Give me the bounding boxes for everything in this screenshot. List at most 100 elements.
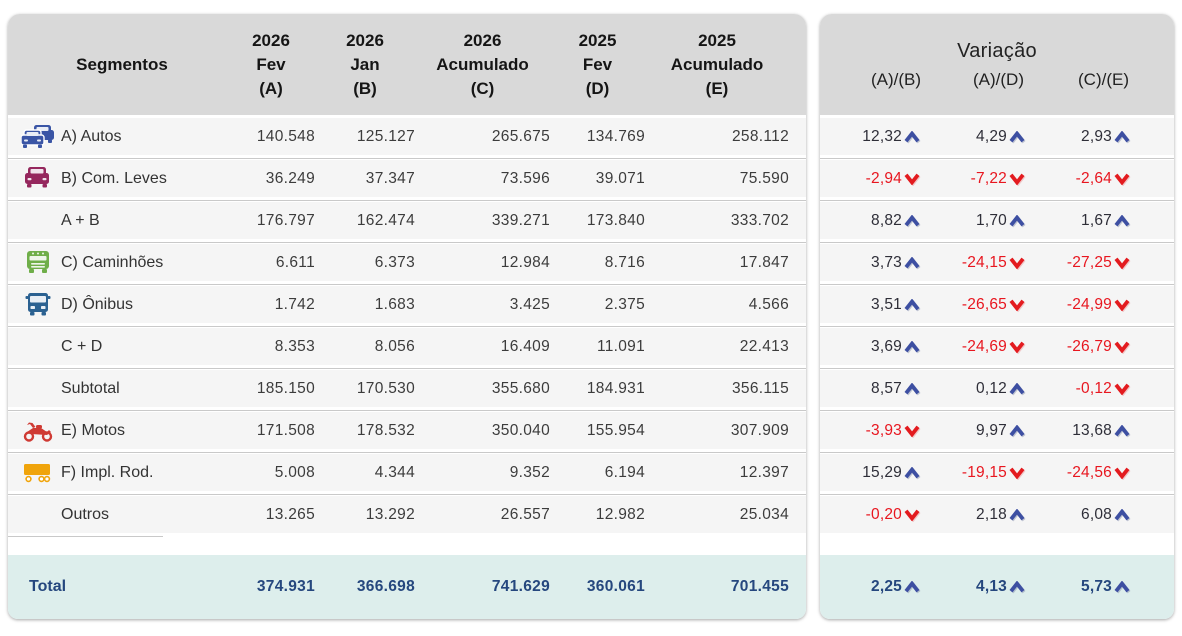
- variation-cell: -27,25: [1025, 254, 1130, 272]
- variation-cell: 4,29: [920, 128, 1025, 146]
- segments-column-header: Segmentos: [76, 54, 168, 74]
- value-2025-acumulado: 17.847: [739, 253, 789, 271]
- variation-table-body: 12,32 4,29 2,93 -2,94 -7,22 -2,64: [820, 115, 1174, 533]
- value-2026-fev: 1.742: [274, 295, 315, 313]
- segment-cell: Subtotal: [17, 380, 227, 398]
- table-row-caminhoes: C) Caminhões 6.611 6.373 12.984 8.716 17…: [8, 244, 806, 285]
- segments-table-header: Segmentos 2026 Fev (A) 2026 Jan (B) 2026…: [8, 14, 806, 115]
- variation-value: -2,94: [865, 169, 902, 187]
- table-row-autos: A) Autos 140.548 125.127 265.675 134.769…: [8, 118, 806, 159]
- variation-cell: -24,56: [1025, 464, 1130, 482]
- up-arrow-icon: [904, 298, 920, 310]
- variation-value: 4,29: [976, 127, 1007, 145]
- value-2026-jan: 170.530: [356, 379, 415, 397]
- table-row-c-plus-d: C + D 8.353 8.056 16.409 11.091 22.413: [8, 328, 806, 369]
- segment-label: A) Autos: [61, 127, 122, 145]
- up-arrow-icon: [904, 340, 920, 352]
- down-arrow-icon: [1114, 467, 1130, 479]
- variation-value: 15,29: [862, 463, 902, 481]
- down-arrow-icon: [1009, 341, 1025, 353]
- down-arrow-icon: [1114, 173, 1130, 185]
- value-2026-acumulado: 16.409: [500, 337, 550, 355]
- segment-label: F) Impl. Rod.: [61, 463, 154, 481]
- variation-value: -24,69: [961, 337, 1007, 355]
- value-2025-acumulado: 4.566: [748, 295, 789, 313]
- down-arrow-icon: [1114, 299, 1130, 311]
- value-2026-acumulado: 26.557: [500, 505, 550, 523]
- value-2026-acumulado: 73.596: [500, 169, 550, 187]
- up-arrow-icon: [904, 581, 920, 593]
- value-2026-jan: 4.344: [374, 463, 415, 481]
- variation-value: -2,64: [1075, 169, 1112, 187]
- variation-value: -26,65: [961, 295, 1007, 313]
- down-arrow-icon: [1009, 467, 1025, 479]
- variation-value: 6,08: [1081, 505, 1112, 523]
- down-arrow-icon: [904, 173, 920, 185]
- segment-cell: D) Ônibus: [17, 292, 227, 317]
- segment-label: D) Ônibus: [61, 295, 134, 313]
- variation-column-headers: (A)/(B) (A)/(D) (C)/(E): [846, 70, 1182, 90]
- up-arrow-icon: [904, 256, 920, 268]
- value-2025-acumulado: 258.112: [732, 127, 789, 145]
- segment-cell: A + B: [17, 212, 227, 230]
- segment-cell: F) Impl. Rod.: [17, 461, 227, 484]
- down-arrow-icon: [1009, 299, 1025, 311]
- up-arrow-icon: [1114, 581, 1130, 593]
- variation-value: 3,51: [871, 295, 902, 313]
- table-row-impl-rod: F) Impl. Rod. 5.008 4.344 9.352 6.194 12…: [8, 454, 806, 495]
- variation-value: -0,20: [865, 505, 902, 523]
- variation-value: 0,12: [976, 379, 1007, 397]
- header-period: Acumulado: [436, 54, 529, 74]
- variation-cell: 2,18: [920, 506, 1025, 524]
- variation-cell: 3,69: [820, 338, 920, 356]
- segment-cell: E) Motos: [17, 419, 227, 443]
- variation-cell: -0,12: [1025, 380, 1130, 398]
- autos-cars-icon: [21, 124, 55, 149]
- up-arrow-icon: [1009, 130, 1025, 142]
- variation-value: -3,93: [865, 421, 902, 439]
- variation-row-motos: -3,93 9,97 13,68: [820, 412, 1174, 453]
- variation-cell: -2,94: [820, 170, 920, 188]
- value-2026-fev: 176.797: [256, 211, 315, 229]
- variation-total-value: 2,25: [871, 578, 902, 595]
- ratio-header-c-e: (C)/(E): [1078, 69, 1129, 89]
- value-2026-jan: 178.532: [356, 421, 415, 439]
- variation-cell: 15,29: [820, 464, 920, 482]
- variation-cell: 9,97: [920, 422, 1025, 440]
- truck-icon: [21, 250, 55, 275]
- variation-value: -24,56: [1066, 463, 1112, 481]
- value-2025-fev: 39.071: [595, 169, 645, 187]
- total-2025-acumulado: 701.455: [730, 578, 789, 595]
- down-arrow-icon: [1114, 257, 1130, 269]
- variation-value: 9,97: [976, 421, 1007, 439]
- value-2026-acumulado: 9.352: [509, 463, 550, 481]
- value-2026-fev: 171.508: [256, 421, 315, 439]
- segments-table-body: A) Autos 140.548 125.127 265.675 134.769…: [8, 115, 806, 537]
- total-2026-acumulado: 741.629: [491, 578, 550, 595]
- variation-table-card: Variação (A)/(B) (A)/(D) (C)/(E) 12,32 4…: [820, 14, 1174, 619]
- value-2026-acumulado: 350.040: [491, 421, 550, 439]
- variation-total-cell: 2,25: [820, 578, 920, 596]
- header-year: 2025: [698, 30, 736, 50]
- total-2026-jan: 366.698: [356, 578, 415, 595]
- segment-label: C + D: [61, 337, 103, 355]
- column-header-2025-fev-d: 2025 Fev (D): [550, 29, 645, 101]
- variation-value: -26,79: [1066, 337, 1112, 355]
- value-2025-acumulado: 307.909: [730, 421, 789, 439]
- segment-label: A + B: [61, 211, 100, 229]
- variation-cell: -0,20: [820, 506, 920, 524]
- value-2025-fev: 184.931: [586, 379, 645, 397]
- variation-header: Variação (A)/(B) (A)/(D) (C)/(E): [820, 14, 1174, 115]
- variation-cell: 1,70: [920, 212, 1025, 230]
- value-2025-fev: 6.194: [604, 463, 645, 481]
- segment-cell: A) Autos: [17, 124, 227, 149]
- variation-cell: -19,15: [920, 464, 1025, 482]
- variation-cell: 8,57: [820, 380, 920, 398]
- header-year: 2025: [578, 30, 617, 50]
- segment-cell: Outros: [17, 506, 227, 524]
- segment-cell: B) Com. Leves: [17, 166, 227, 191]
- variation-cell: -24,69: [920, 338, 1025, 356]
- down-arrow-icon: [1009, 257, 1025, 269]
- up-arrow-icon: [1009, 508, 1025, 520]
- column-header-2026-fev-a: 2026 Fev (A): [227, 29, 315, 101]
